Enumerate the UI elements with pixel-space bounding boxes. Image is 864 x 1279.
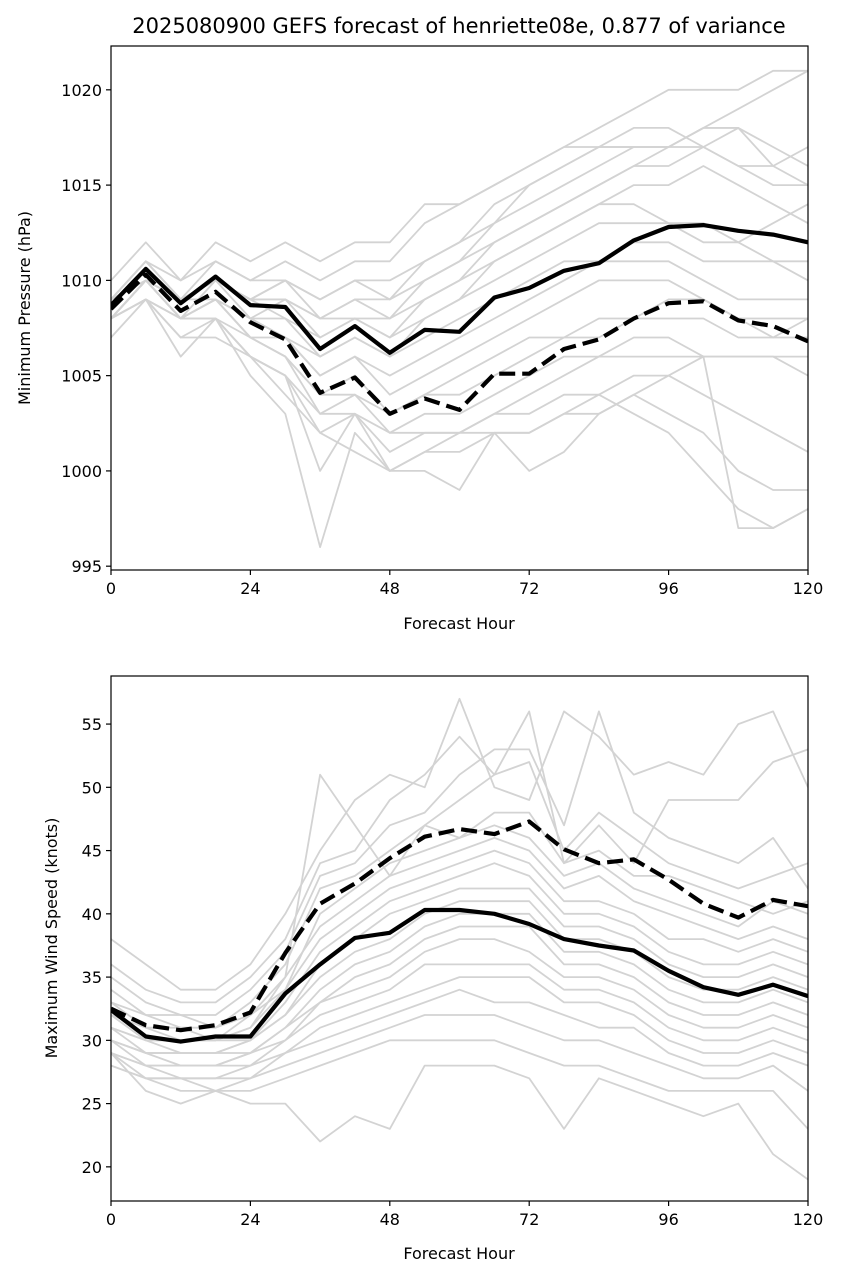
wind-panel: 0 24 48 72 96 120 20 25 30 35 40 45 50 55 Forecast H… [42, 675, 823, 1263]
wind-ensemble-member-6 [111, 824, 808, 1042]
pressure-y-tick-label: 1020 [61, 81, 102, 100]
wind-x-tick-label: 0 [106, 1210, 116, 1229]
pressure-x-tick-label: 24 [240, 579, 260, 598]
pressure-solid-mean-line [111, 223, 808, 355]
pressure-x-tick-label: 96 [658, 579, 678, 598]
pressure-x-tick-label: 120 [793, 579, 824, 598]
pressure-ensemble-member-7 [111, 165, 808, 339]
pressure-ensemble-member-2 [111, 70, 808, 282]
wind-ensemble-member-8 [111, 849, 808, 1042]
wind-y-tick-label: 25 [82, 1095, 102, 1114]
wind-ensemble-member-14 [111, 938, 808, 1067]
wind-axes-frame [110, 675, 809, 1202]
wind-dashed-mean-line [111, 819, 808, 1033]
wind-x-tick-label: 48 [380, 1210, 400, 1229]
wind-ensemble-member-1 [111, 697, 808, 991]
pressure-x-ticks: 0 24 48 72 96 120 [106, 570, 823, 598]
wind-y-ticks: 20 25 30 35 40 45 50 55 [82, 715, 111, 1177]
pressure-y-axis-label: Minimum Pressure (hPa) [15, 211, 34, 405]
pressure-y-tick-label: 995 [71, 557, 102, 576]
wind-ensemble-member-12 [111, 912, 808, 1054]
wind-y-tick-label: 20 [82, 1158, 102, 1177]
wind-y-tick-label: 45 [82, 842, 102, 861]
wind-x-tick-label: 96 [658, 1210, 678, 1229]
wind-ensemble-member-20 [111, 1052, 808, 1181]
pressure-y-tick-label: 1005 [61, 367, 102, 386]
pressure-y-tick-label: 1015 [61, 176, 102, 195]
wind-y-tick-label: 50 [82, 778, 102, 797]
wind-ensemble-member-3 [111, 710, 808, 1016]
pressure-ensemble-member-18 [111, 298, 808, 529]
wind-ensemble-member-17 [111, 988, 808, 1080]
pressure-panel: 0 24 48 72 96 120 995 1000 1005 1010 1015 1020 For… [15, 45, 823, 633]
pressure-axes-frame [110, 45, 809, 571]
pressure-dashed-mean-line [111, 272, 808, 416]
wind-x-axis-label: Forecast Hour [403, 1244, 515, 1263]
wind-ensemble-member-18 [111, 1014, 808, 1092]
wind-solid-mean-line [111, 907, 808, 1044]
pressure-y-ticks: 995 1000 1005 1010 1015 1020 [61, 81, 111, 576]
wind-x-tick-label: 120 [793, 1210, 824, 1229]
pressure-ensemble-member-12 [111, 279, 808, 396]
wind-ensemble-member-13 [111, 925, 808, 1067]
pressure-x-tick-label: 72 [519, 579, 539, 598]
wind-y-tick-label: 30 [82, 1031, 102, 1050]
figure-title: 2025080900 GEFS forecast of henriette08e… [132, 14, 785, 38]
pressure-ensemble-member-4 [111, 127, 808, 301]
pressure-ensemble-member-15 [111, 298, 808, 434]
wind-ensemble-member-16 [111, 976, 808, 1080]
pressure-y-tick-label: 1000 [61, 462, 102, 481]
pressure-ensemble-member-3 [111, 127, 808, 301]
pressure-ensemble-member-21 [111, 127, 739, 320]
wind-y-tick-label: 35 [82, 968, 102, 987]
wind-mean-lines [111, 819, 808, 1044]
wind-x-ticks: 0 24 48 72 96 120 [106, 1201, 823, 1229]
wind-y-tick-label: 55 [82, 715, 102, 734]
wind-x-tick-label: 24 [240, 1210, 260, 1229]
pressure-mean-lines [111, 223, 808, 416]
wind-ensemble-member-15 [111, 963, 808, 1067]
pressure-ensemble-member-19 [111, 279, 808, 491]
wind-y-tick-label: 40 [82, 905, 102, 924]
wind-ensemble-member-9 [111, 862, 808, 1042]
pressure-y-tick-label: 1010 [61, 271, 102, 290]
wind-y-axis-label: Maximum Wind Speed (knots) [42, 818, 61, 1059]
pressure-ensemble-member-1 [111, 69, 808, 301]
wind-ensemble-member-11 [111, 900, 808, 1054]
pressure-ensemble-member-14 [111, 279, 808, 415]
pressure-x-tick-label: 0 [106, 579, 116, 598]
wind-ensemble-member-19 [111, 1039, 808, 1130]
pressure-ensemble-member-20 [111, 298, 808, 548]
pressure-ensemble-lines [111, 69, 808, 548]
pressure-x-tick-label: 48 [380, 579, 400, 598]
wind-ensemble-lines [111, 697, 808, 1181]
wind-ensemble-member-2 [111, 710, 808, 1004]
pressure-x-axis-label: Forecast Hour [403, 614, 515, 633]
wind-x-tick-label: 72 [519, 1210, 539, 1229]
